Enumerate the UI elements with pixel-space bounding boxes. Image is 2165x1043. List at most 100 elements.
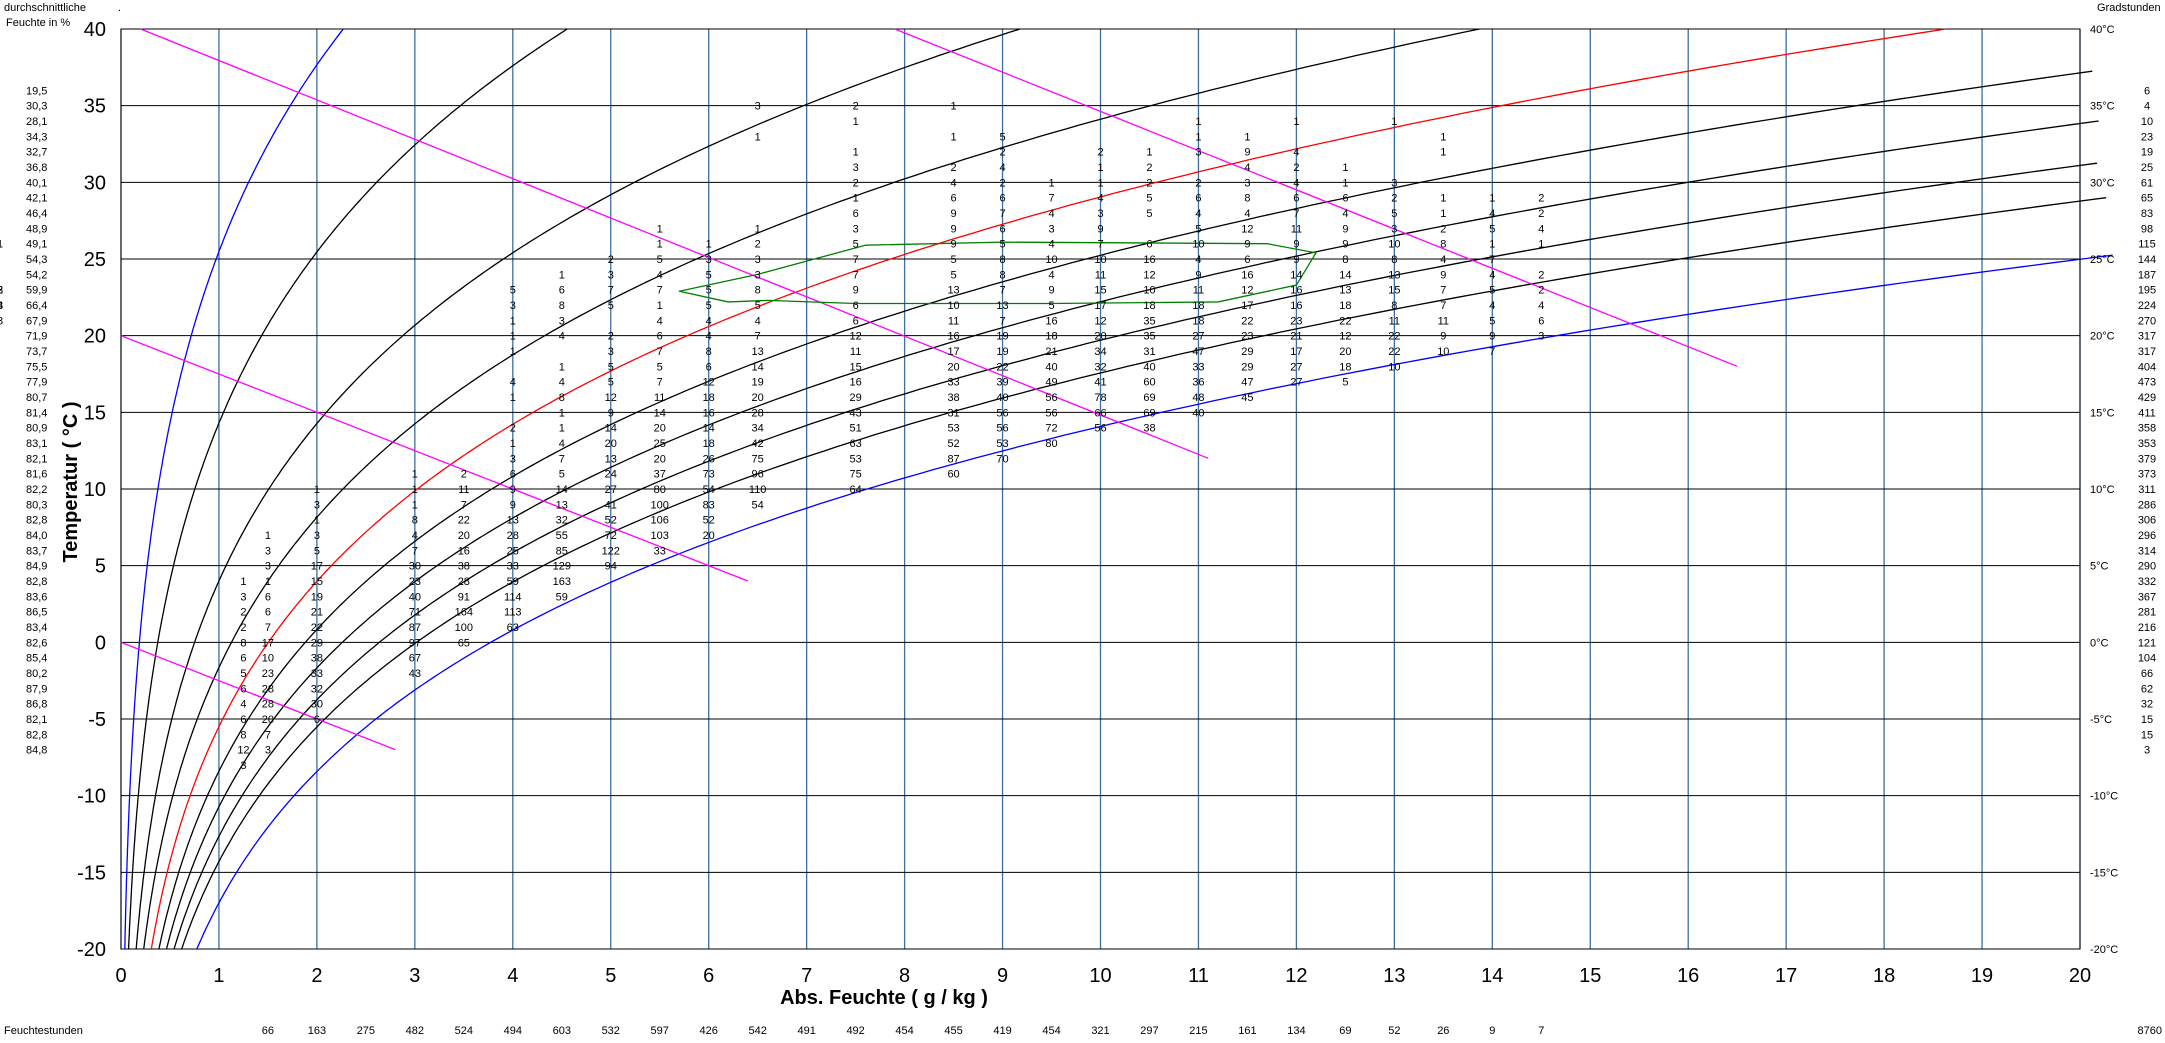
humidity-hours-value: 532 xyxy=(602,1025,620,1037)
y-tick-label: 40 xyxy=(84,19,106,41)
hour-count: 3 xyxy=(853,162,859,174)
hour-count: 114 xyxy=(504,591,522,603)
hour-count: 7 xyxy=(1293,208,1299,220)
avg-humidity-value: 86,8 xyxy=(26,699,47,711)
hour-count: 3 xyxy=(314,499,320,511)
hour-count: 1 xyxy=(657,239,663,251)
degree-hours-value: 32 xyxy=(2141,699,2153,711)
degree-hours-value: 83 xyxy=(2141,208,2153,220)
humidity-hours-value: 482 xyxy=(406,1025,424,1037)
hour-count: 12 xyxy=(605,392,617,404)
hour-count: 1 xyxy=(755,131,761,143)
hour-count: 6 xyxy=(1538,315,1544,327)
hour-count: 9 xyxy=(1244,147,1250,159)
enthalpy-line xyxy=(140,28,1209,459)
hour-count: 54 xyxy=(752,499,764,511)
right-temp-label: 30°C xyxy=(2090,177,2115,189)
hour-count: 7 xyxy=(755,331,761,343)
hour-count: 4 xyxy=(1489,208,1495,220)
humidity-hours-total: 8760 xyxy=(2138,1025,2162,1037)
humidity-hours-value: 66 xyxy=(262,1025,274,1037)
hour-count: 16 xyxy=(947,331,959,343)
hour-count: 35 xyxy=(1143,315,1155,327)
hour-count: 72 xyxy=(1045,423,1057,435)
hour-count: 19 xyxy=(996,346,1008,358)
hour-count: 15 xyxy=(850,361,862,373)
hour-count: 3 xyxy=(1244,177,1250,189)
y-tick-label: 30 xyxy=(84,172,106,194)
hour-count: 129 xyxy=(553,561,571,573)
hour-count: 6 xyxy=(314,714,320,726)
hour-count: 11 xyxy=(1193,285,1204,297)
x-tick-label: 8 xyxy=(899,965,910,987)
hour-count: 5 xyxy=(999,131,1005,143)
humidity-hours-value: 161 xyxy=(1238,1025,1256,1037)
hour-count: 11 xyxy=(1438,315,1449,327)
hour-count: 3 xyxy=(755,101,761,113)
hour-count: 3 xyxy=(265,545,271,557)
hour-count: 20 xyxy=(605,438,617,450)
humidity-hours-value: 26 xyxy=(1437,1025,1449,1037)
hour-count: 7 xyxy=(999,285,1005,297)
hour-count: 7 xyxy=(559,453,565,465)
hour-count: 7 xyxy=(1489,346,1495,358)
hour-count: 4 xyxy=(0,300,3,312)
hour-count: 5 xyxy=(999,239,1005,251)
hour-count: 59 xyxy=(507,576,519,588)
hour-count: 75 xyxy=(850,469,862,481)
degree-hours-value: 19 xyxy=(2141,147,2153,159)
hour-count: 2 xyxy=(608,254,614,266)
hour-count: 1 xyxy=(1097,162,1103,174)
x-tick-label: 17 xyxy=(1775,965,1797,987)
degree-hours-value: 317 xyxy=(2138,346,2156,358)
degree-hours-value: 15 xyxy=(2141,729,2153,741)
hour-count: 2 xyxy=(1391,193,1397,205)
degree-hours-value: 317 xyxy=(2138,331,2156,343)
y-tick-label: -15 xyxy=(77,862,106,884)
hour-count: 56 xyxy=(996,407,1008,419)
degree-hours-value: 290 xyxy=(2138,561,2156,573)
hour-count: 6 xyxy=(1244,254,1250,266)
hour-count: 5 xyxy=(1489,223,1495,235)
hour-count: 3 xyxy=(1391,177,1397,189)
hour-count: 7 xyxy=(853,269,859,281)
enthalpy-line xyxy=(894,28,1738,367)
hour-count: 10 xyxy=(1388,361,1400,373)
hour-count: 38 xyxy=(458,561,470,573)
hour-count: 2 xyxy=(240,622,246,634)
avg-humidity-value: 66,4 xyxy=(26,300,47,312)
hour-count: 29 xyxy=(1241,361,1253,373)
humidity-hours-row: Feuchtestunden 66 163 275 482 524 494 603 532 597… xyxy=(4,1025,2162,1037)
humidity-hours-value: 454 xyxy=(1042,1025,1060,1037)
hour-count: 9 xyxy=(1489,331,1495,343)
x-tick-labels: 0 1 2 3 4 5 6 7 8 9 10 11 12 13 14 15 16 17 18 19 20 xyxy=(115,965,2091,987)
hour-count: 5 xyxy=(1146,193,1152,205)
y-tick-label: -20 xyxy=(77,939,106,961)
right-header-label: Gradstunden xyxy=(2097,2,2161,14)
horizontal-gridlines xyxy=(120,28,2081,950)
right-temp-label: 40°C xyxy=(2090,24,2115,36)
hour-count: 31 xyxy=(1143,346,1155,358)
hour-count: 87 xyxy=(947,453,959,465)
degree-hours-value: 270 xyxy=(2138,315,2156,327)
avg-humidity-value: 84,9 xyxy=(26,561,47,573)
degree-hours-value: 473 xyxy=(2138,377,2156,389)
x-tick-label: 9 xyxy=(997,965,1008,987)
hour-count: 9 xyxy=(1244,239,1250,251)
hour-count: 4 xyxy=(1048,269,1054,281)
hour-count: 1 xyxy=(510,392,516,404)
right-temp-label: -5°C xyxy=(2090,714,2112,726)
hour-count: 29 xyxy=(311,637,323,649)
x-axis-label: Abs. Feuchte ( g / kg ) xyxy=(780,987,988,1009)
hour-count: 9 xyxy=(1048,285,1054,297)
y-tick-label: 0 xyxy=(95,632,106,654)
hour-count: 4 xyxy=(1244,208,1250,220)
rh-curve xyxy=(173,162,2098,950)
hour-count: 20 xyxy=(458,530,470,542)
hour-count: 1 xyxy=(1391,116,1397,128)
hour-count: 43 xyxy=(409,668,421,680)
degree-hours-value: 4 xyxy=(2144,101,2150,113)
hour-count: 40 xyxy=(1143,361,1155,373)
hour-count: 1 xyxy=(1244,131,1250,143)
hour-count: 8 xyxy=(412,515,418,527)
